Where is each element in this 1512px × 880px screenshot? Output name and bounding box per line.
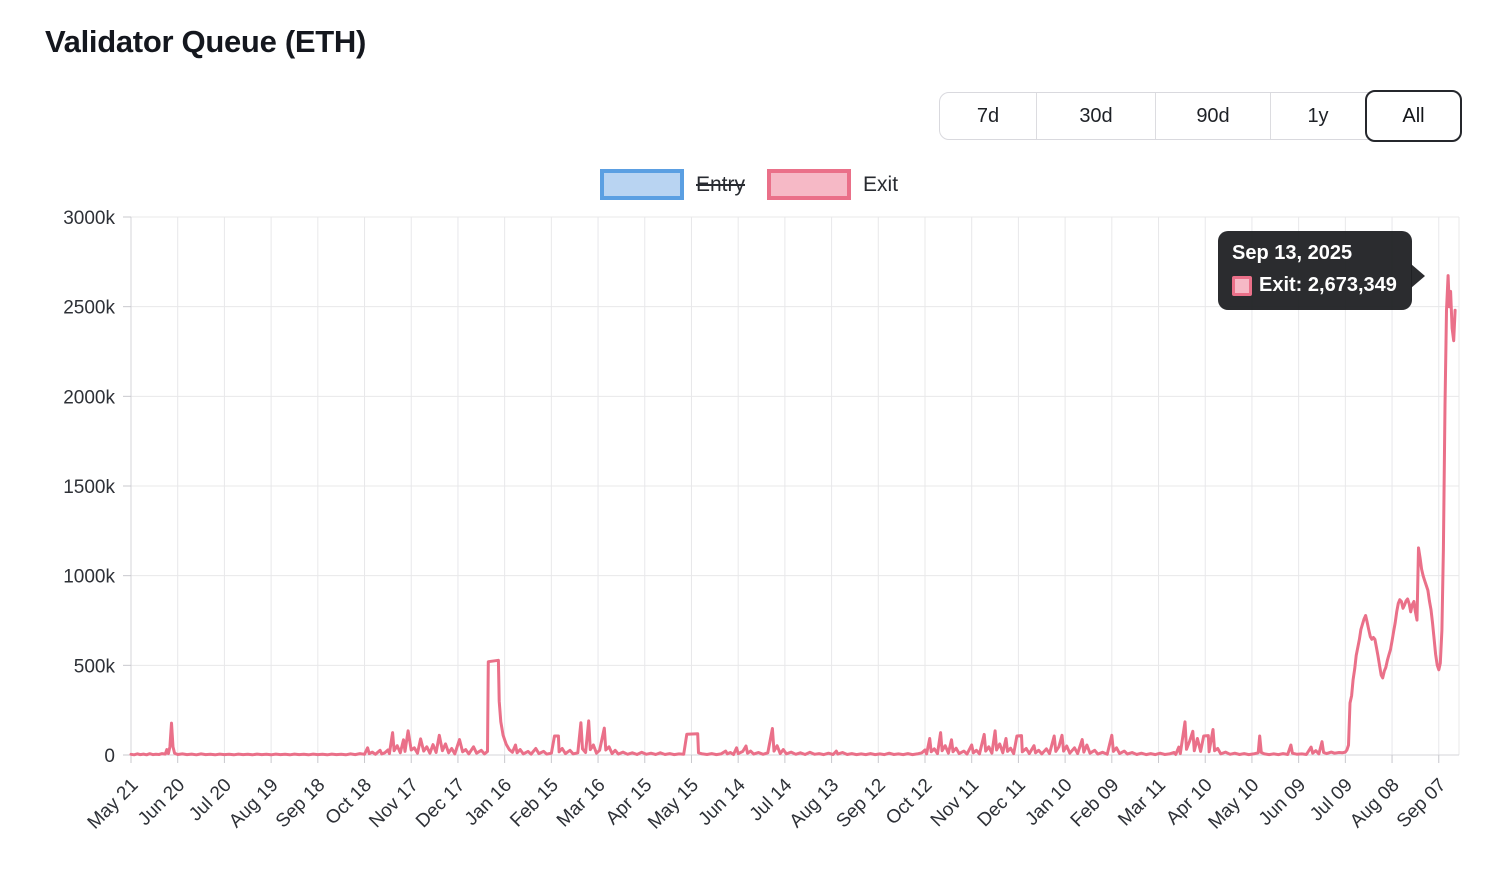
exit-series-swatch-icon [767, 169, 852, 200]
range-button-30d[interactable]: 30d [1036, 93, 1155, 139]
tooltip-date: Sep 13, 2025 [1232, 242, 1353, 264]
legend-item-exit[interactable]: Exit [767, 169, 898, 200]
x-axis-label: Jan 10 [1021, 775, 1076, 830]
range-button-all[interactable]: All [1365, 90, 1462, 142]
x-axis-label: Nov 11 [927, 775, 983, 831]
x-axis-label: Sep 12 [832, 775, 889, 832]
x-axis-label: Dec 17 [412, 775, 469, 832]
entry-series-swatch-icon [600, 169, 684, 200]
x-axis-label: Dec 11 [974, 775, 1030, 831]
time-range-selector: 7d 30d 90d 1y All [939, 90, 1462, 142]
x-axis-label: May 10 [1205, 775, 1264, 834]
page-title: Validator Queue (ETH) [45, 24, 366, 59]
tooltip-exit-row: Exit: 2,673,349 [1232, 274, 1397, 297]
legend-item-entry[interactable]: Entry [600, 169, 745, 200]
x-axis-label: Mar 16 [553, 775, 610, 832]
range-button-1y[interactable]: 1y [1270, 93, 1365, 139]
x-axis-label: May 21 [84, 775, 143, 834]
x-axis-label: Jun 09 [1255, 775, 1310, 830]
x-axis-label: Feb 15 [506, 775, 563, 832]
y-axis-label: 3000k [63, 208, 115, 229]
series-exit-line [129, 274, 1457, 757]
tooltip-exit-swatch-icon [1232, 275, 1252, 296]
legend-exit-label: Exit [863, 172, 899, 196]
y-axis-label: 1500k [63, 477, 115, 498]
x-axis-label: Aug 19 [225, 775, 282, 832]
x-axis-label: Jan 16 [461, 775, 516, 830]
x-axis-label: Sep 18 [272, 775, 329, 832]
y-axis-label: 500k [74, 656, 116, 677]
x-axis-label: Nov 17 [365, 775, 422, 832]
x-axis-label: Mar 11 [1114, 775, 1170, 831]
y-axis-label: 2000k [63, 387, 115, 408]
range-button-90d[interactable]: 90d [1155, 93, 1270, 139]
y-axis-label: 0 [104, 746, 115, 767]
legend-entry-label: Entry [696, 172, 746, 196]
x-axis-label: Sep 07 [1393, 775, 1450, 832]
x-axis-label: Oct 12 [882, 775, 936, 829]
x-axis-label: Aug 08 [1346, 775, 1403, 832]
tooltip-exit-value: Exit: 2,673,349 [1259, 274, 1397, 296]
y-axis-label: 1000k [63, 567, 115, 588]
y-axis-label: 2500k [63, 298, 115, 319]
chart-tooltip: Sep 13, 2025 Exit: 2,673,349 [1218, 231, 1425, 310]
x-axis-label: May 15 [644, 775, 703, 834]
x-axis-label: Jun 20 [134, 775, 189, 830]
x-axis-label: Feb 09 [1067, 775, 1124, 832]
x-axis-label: Jun 14 [695, 774, 750, 829]
x-axis-label: Aug 13 [786, 775, 843, 832]
range-button-7d[interactable]: 7d [940, 93, 1036, 139]
chart-legend: Entry Exit [600, 169, 898, 200]
